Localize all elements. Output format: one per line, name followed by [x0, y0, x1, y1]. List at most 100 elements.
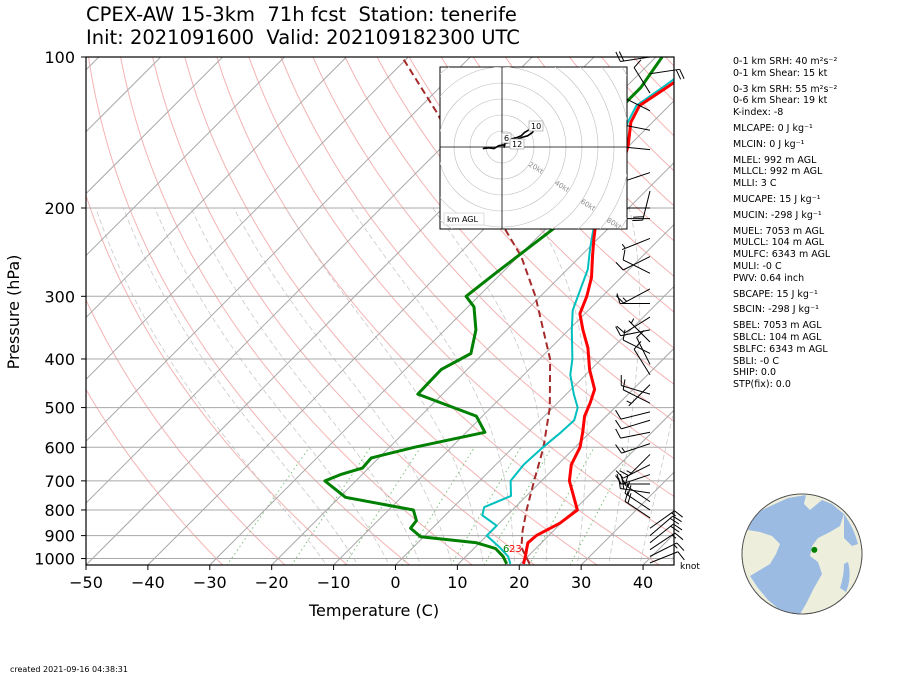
- wind-barb: [616, 293, 650, 304]
- moist-adiabat-line: [233, 207, 453, 565]
- mulfc: MULFC: 6343 m AGL: [733, 249, 831, 261]
- moist-adiabat-line: [608, 207, 641, 565]
- dry-adiabat-line: [376, 57, 674, 385]
- moist-adiabat-line: [190, 207, 422, 565]
- wind-barb: [615, 428, 651, 439]
- mlcin: MLCIN: 0 J kg⁻¹: [733, 138, 805, 150]
- moist-adiabat-line: [530, 207, 588, 565]
- y-tick-label: 100: [44, 48, 75, 67]
- sounding-parameters: 0-1 km SRH: 40 m²s⁻² 0-1 km Shear: 15 kt…: [733, 56, 837, 391]
- wind-barb: [624, 491, 651, 519]
- dry-adiabat-line: [280, 57, 674, 498]
- y-axis-label: Pressure (hPa): [4, 255, 23, 370]
- moist-adiabat-line: [639, 407, 674, 565]
- sbcape: SBCAPE: 15 J kg⁻¹: [733, 288, 818, 300]
- y-tick-label: 700: [44, 472, 75, 491]
- isotherm-line: [86, 57, 471, 442]
- wind-barb: [620, 375, 651, 395]
- globe-outline: [741, 493, 863, 615]
- mixing-ratio-line: [450, 447, 522, 565]
- mixing-ratio-line: [290, 447, 371, 565]
- ship: SHIP: 0.0: [733, 367, 777, 379]
- hodograph-height-label: 10: [531, 122, 541, 131]
- x-tick-label: 20: [509, 573, 529, 592]
- globe-ocean: [844, 514, 858, 546]
- mucin: MUCIN: -298 J kg⁻¹: [733, 209, 822, 221]
- dry-adiabat-line: [344, 57, 674, 422]
- globe-ocean: [840, 562, 850, 592]
- mixing-ratio-line: [344, 447, 422, 565]
- dry-adiabat-line: [248, 57, 674, 536]
- moist-adiabat-line: [95, 207, 327, 565]
- hodograph-frame: [439, 66, 628, 230]
- isotherm-line: [86, 57, 347, 319]
- x-tick-label: −30: [193, 573, 227, 592]
- wind-barb: [649, 542, 685, 557]
- y-tick-label: 300: [44, 287, 75, 306]
- mlcape: MLCAPE: 0 J kg⁻¹: [733, 122, 813, 134]
- srh-0-1: 0-1 km SRH: 40 m²s⁻²: [733, 56, 838, 67]
- mllcl: MLLCL: 992 m AGL: [733, 166, 823, 178]
- wind-barb: [628, 318, 651, 343]
- axes: −50 −40 −30 −20 −10 0 10 20 30 40 100 200 300 400 500 6…: [34, 48, 653, 592]
- moist-adiabat-line: [285, 207, 484, 565]
- sbcin: SBCIN: -298 J kg⁻¹: [733, 304, 819, 316]
- mlli: MLLI: 3 C: [733, 178, 777, 190]
- chart-subtitle: Init: 2021091600 Valid: 202109182300 UTC: [86, 26, 520, 49]
- mixing-ratio-line: [226, 447, 310, 565]
- x-tick-label: −50: [69, 573, 103, 592]
- wind-barb: [626, 384, 651, 407]
- mixing-ratio-line: [483, 447, 553, 565]
- y-tick-label: 900: [44, 527, 75, 546]
- pwv: PWV: 0.64 inch: [733, 272, 805, 284]
- mixing-ratio-line: [401, 447, 475, 565]
- y-tick-label: 600: [44, 438, 75, 457]
- wind-barb: [649, 532, 684, 551]
- globe-ocean: [748, 495, 844, 614]
- stp: STP(fix): 0.0: [733, 379, 791, 391]
- wind-barb: [649, 523, 683, 544]
- x-tick-label: 30: [571, 573, 591, 592]
- wind-barb: [624, 474, 651, 503]
- background-lines: [86, 57, 674, 565]
- k-index: K-index: -8: [733, 107, 784, 119]
- shear-0-6: 0-6 km Shear: 19 kt: [733, 95, 828, 107]
- x-tick-label: −20: [255, 573, 289, 592]
- muli: MULI: -0 C: [733, 260, 782, 272]
- dry-adiabat-line: [184, 57, 598, 565]
- y-tick-label: 400: [44, 350, 75, 369]
- wind-barb: [621, 237, 651, 251]
- isotherm-line: [209, 100, 674, 565]
- dry-adiabat-line: [120, 57, 474, 565]
- wind-barb: [624, 483, 651, 511]
- isotherm-line: [518, 409, 674, 565]
- mlel: MLEL: 992 m AGL: [733, 154, 817, 166]
- dry-adiabat-line: [86, 298, 286, 565]
- wind-barb: [615, 256, 651, 271]
- hodograph-height-label: 6: [504, 134, 509, 143]
- x-axis-label: Temperature (C): [308, 601, 439, 620]
- plot-frame: [85, 56, 675, 566]
- wind-barb: [615, 419, 651, 430]
- wind-barb: [633, 341, 651, 375]
- mucape: MUCAPE: 15 J kg⁻¹: [733, 193, 821, 205]
- wind-barb: [649, 551, 685, 564]
- x-tick-label: −40: [131, 573, 165, 592]
- isotherm-line: [86, 57, 285, 257]
- mulcl: MULCL: 104 m AGL: [733, 237, 825, 249]
- x-tick-label: 10: [447, 573, 467, 592]
- isotherm-line: [333, 223, 674, 565]
- wind-barb: [636, 329, 651, 365]
- dry-adiabat-line: [86, 388, 224, 565]
- surface-dewpoint-label: 6: [503, 544, 509, 555]
- moist-adiabat-line: [123, 207, 359, 565]
- shear-0-1: 0-1 km Shear: 15 kt: [733, 67, 828, 79]
- wind-barb: [632, 190, 651, 222]
- x-tick-label: 40: [633, 573, 653, 592]
- hodograph-label: km AGL: [447, 215, 479, 224]
- moist-adiabat-line: [432, 207, 548, 565]
- sbli: SBLI: -0 C: [733, 355, 779, 367]
- sbel: SBEL: 7053 m AGL: [733, 320, 822, 332]
- wind-barb: [615, 409, 651, 420]
